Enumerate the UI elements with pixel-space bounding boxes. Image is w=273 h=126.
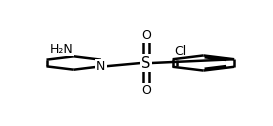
Text: S: S: [141, 55, 151, 71]
Text: N: N: [96, 60, 106, 73]
Text: O: O: [141, 84, 151, 97]
Text: O: O: [141, 29, 151, 42]
Text: Cl: Cl: [174, 45, 186, 58]
Text: H₂N: H₂N: [50, 43, 74, 56]
